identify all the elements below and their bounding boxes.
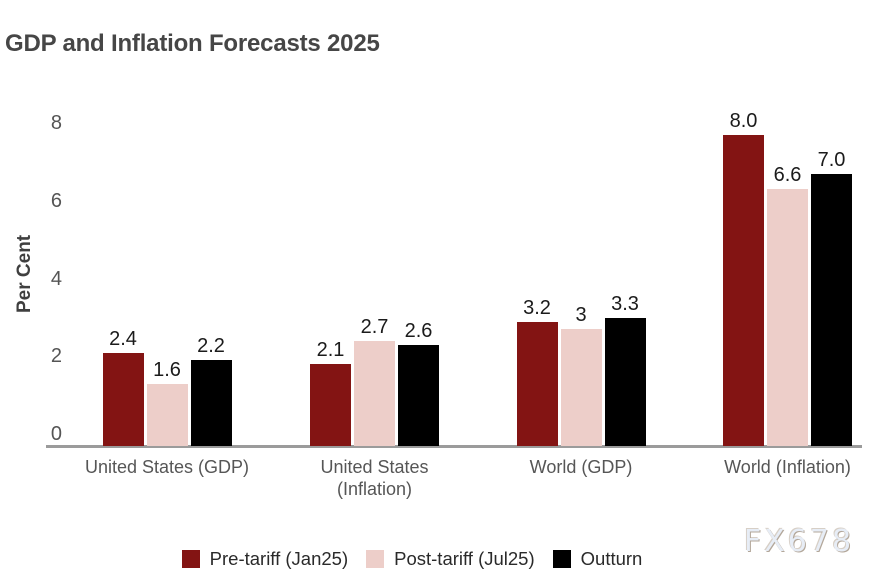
bar-value-label: 7.0 bbox=[817, 149, 846, 171]
bar bbox=[723, 135, 764, 446]
bar-value-label: 3.2 bbox=[523, 297, 551, 319]
x-category-label: World (GDP) bbox=[529, 457, 633, 477]
bar bbox=[102, 353, 144, 446]
bar bbox=[310, 364, 351, 446]
bar-value-label: 1.6 bbox=[153, 359, 181, 381]
y-tick-label: 4 bbox=[50, 267, 62, 290]
y-tick-label: 8 bbox=[50, 112, 62, 134]
bar-value-label: 3 bbox=[575, 304, 587, 326]
legend-label: Pre-tariff (Jan25) bbox=[209, 548, 349, 569]
bar bbox=[146, 384, 188, 446]
x-axis-line bbox=[46, 445, 862, 448]
bar-value-label: 8.0 bbox=[729, 110, 758, 132]
bar bbox=[190, 360, 232, 446]
bar bbox=[354, 341, 395, 446]
bar bbox=[604, 318, 646, 446]
x-category-label: United States (GDP) bbox=[84, 457, 250, 477]
legend-label: Outturn bbox=[580, 548, 643, 569]
legend-swatch-icon bbox=[366, 550, 385, 568]
y-tick-label: 6 bbox=[50, 189, 62, 212]
legend-label: Post-tariff (Jul25) bbox=[394, 548, 535, 569]
legend-swatch-icon bbox=[181, 550, 200, 568]
y-tick-label: 0 bbox=[50, 423, 62, 445]
legend-item: Pre-tariff (Jan25) bbox=[181, 548, 349, 570]
y-tick-label: 2 bbox=[50, 345, 62, 368]
bar bbox=[560, 329, 602, 446]
legend: Pre-tariff (Jan25) Post-tariff (Jul25) Out… bbox=[0, 548, 824, 570]
bar-value-label: 2.2 bbox=[197, 335, 225, 357]
bar bbox=[516, 322, 558, 446]
legend-swatch-icon bbox=[552, 550, 571, 568]
legend-item: Outturn bbox=[552, 548, 643, 570]
bar-value-label: 2.4 bbox=[109, 328, 137, 350]
bar bbox=[398, 345, 439, 446]
bar-value-label: 6.6 bbox=[773, 164, 802, 186]
x-category-label: World (Inflation) bbox=[724, 457, 851, 477]
bar-value-label: 2.1 bbox=[316, 339, 345, 361]
bar bbox=[767, 189, 808, 446]
legend-item: Post-tariff (Jul25) bbox=[366, 548, 535, 570]
chart-title: GDP and Inflation Forecasts 2025 bbox=[5, 30, 380, 57]
watermark: FX678 bbox=[744, 524, 855, 559]
x-category-label: United States (Inflation) bbox=[320, 457, 429, 499]
bar bbox=[811, 174, 852, 446]
bar-value-label: 3.3 bbox=[611, 293, 639, 315]
bar-value-label: 2.7 bbox=[360, 316, 389, 338]
bar-value-label: 2.6 bbox=[404, 320, 433, 342]
